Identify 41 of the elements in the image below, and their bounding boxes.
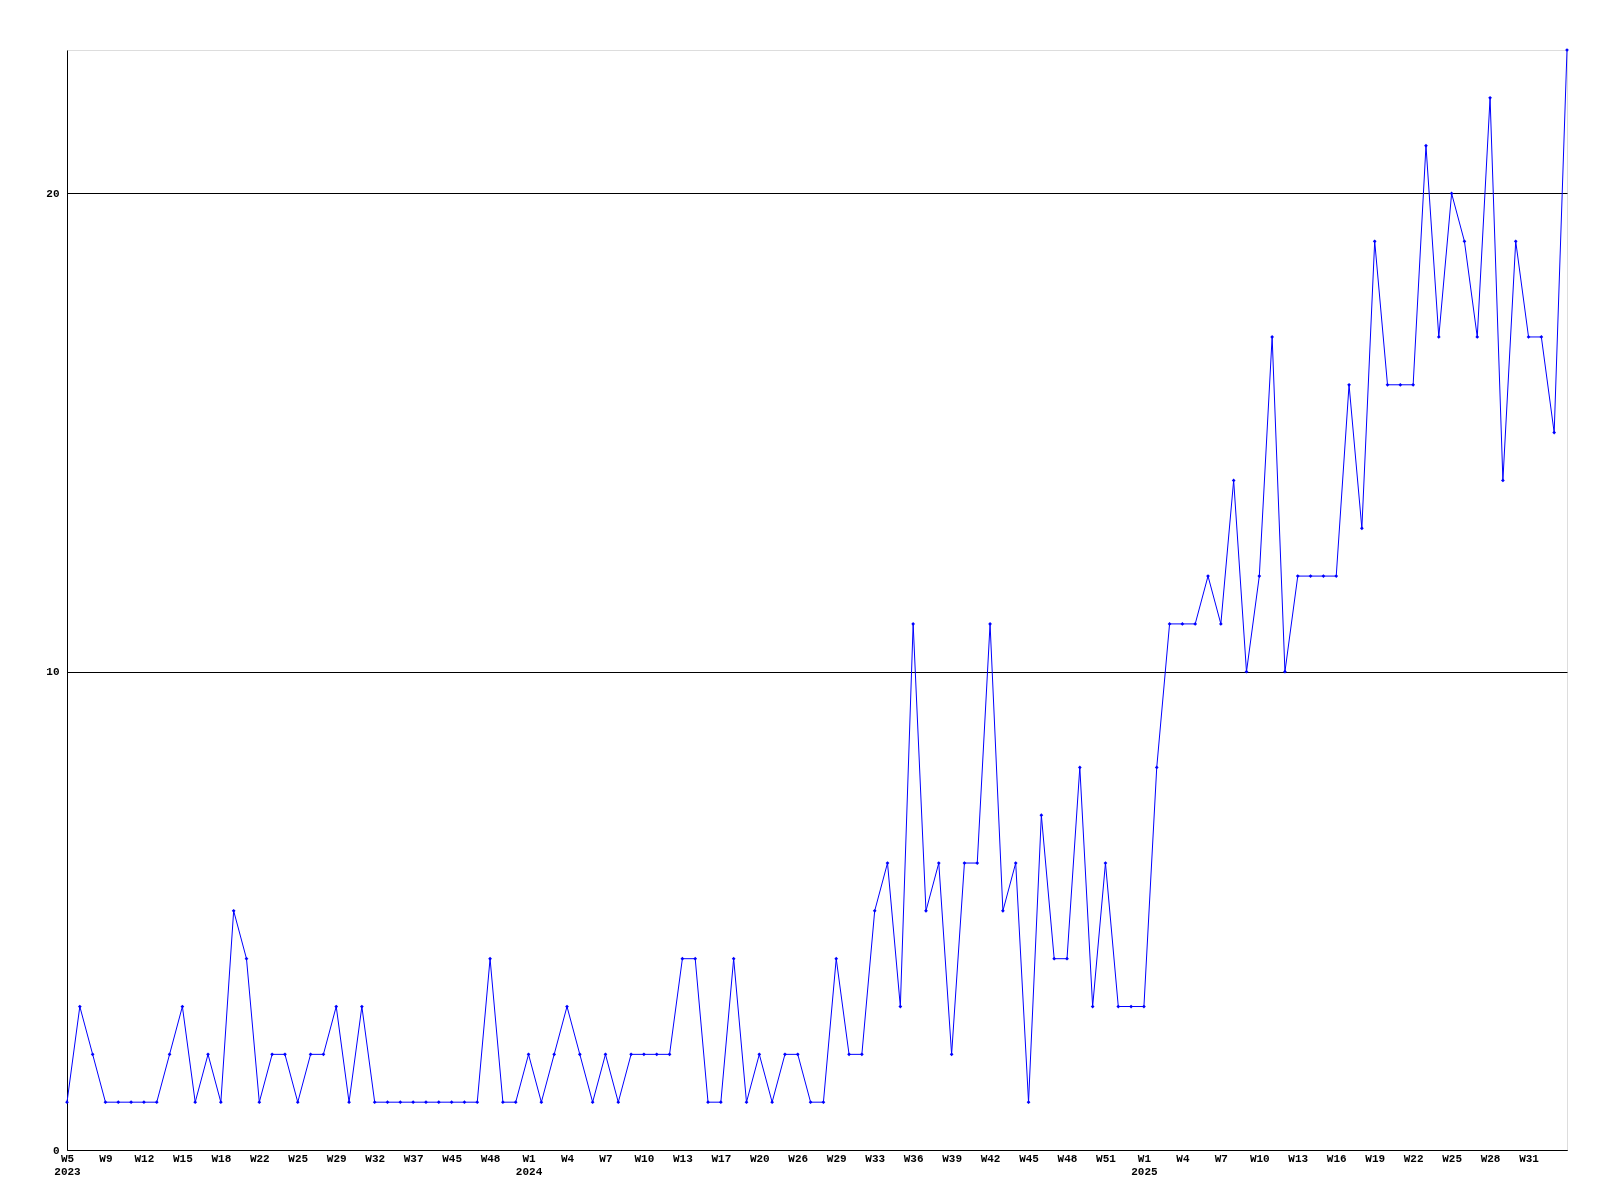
x-tick-label: W4 [1176, 1152, 1190, 1165]
x-tick-label: W39 [942, 1152, 963, 1165]
x-tick-label: W48 [1057, 1152, 1078, 1165]
x-tick-label: W33 [865, 1152, 886, 1165]
x-tick-label: W9 [99, 1152, 113, 1165]
x-tick-label: W12 [134, 1152, 155, 1165]
x-tick-label: W25 [1442, 1152, 1463, 1165]
x-tick-label: W13 [672, 1152, 694, 1165]
x-tick-label: W25 [288, 1152, 309, 1165]
x-tick-label: W18 [211, 1152, 232, 1165]
x-tick-label: W1 2024 [515, 1152, 543, 1178]
x-tick-label: W1 2025 [1131, 1152, 1159, 1178]
x-tick-label: W48 [480, 1152, 501, 1165]
x-tick-label: W31 [1519, 1152, 1540, 1165]
x-tick-label: W26 [788, 1152, 809, 1165]
x-tick-label: W22 [249, 1152, 270, 1165]
x-tick-label: W45 [1019, 1152, 1040, 1165]
x-tick-label: W22 [1403, 1152, 1424, 1165]
x-tick-label: W45 [442, 1152, 463, 1165]
x-tick-label: W28 [1480, 1152, 1501, 1165]
x-tick-label: W16 [1326, 1152, 1347, 1165]
x-tick-label: W15 [172, 1152, 194, 1165]
x-tick-label: W7 [599, 1152, 613, 1165]
y-tick-label: 0 [52, 1144, 60, 1157]
x-tick-label: W10 [634, 1152, 655, 1165]
x-tick-label: W13 [1288, 1152, 1309, 1165]
y-tick-label: 20 [46, 187, 60, 200]
x-tick-label: W7 [1214, 1152, 1228, 1165]
x-tick-label: W37 [403, 1152, 424, 1165]
x-tick-label: W29 [326, 1152, 347, 1165]
x-tick-label: W19 [1365, 1152, 1386, 1165]
x-tick-label: W17 [711, 1152, 732, 1165]
y-tick-label: 10 [46, 666, 60, 679]
x-tick-label: W51 [1096, 1152, 1117, 1165]
x-tick-label: W20 [749, 1152, 770, 1165]
x-tick-label: W10 [1249, 1152, 1270, 1165]
x-tick-label: W4 [560, 1152, 575, 1165]
x-tick-label: W32 [365, 1152, 386, 1165]
x-tick-label: W29 [826, 1152, 847, 1165]
x-tick-label: W36 [903, 1152, 924, 1165]
x-tick-label: W42 [980, 1152, 1001, 1165]
